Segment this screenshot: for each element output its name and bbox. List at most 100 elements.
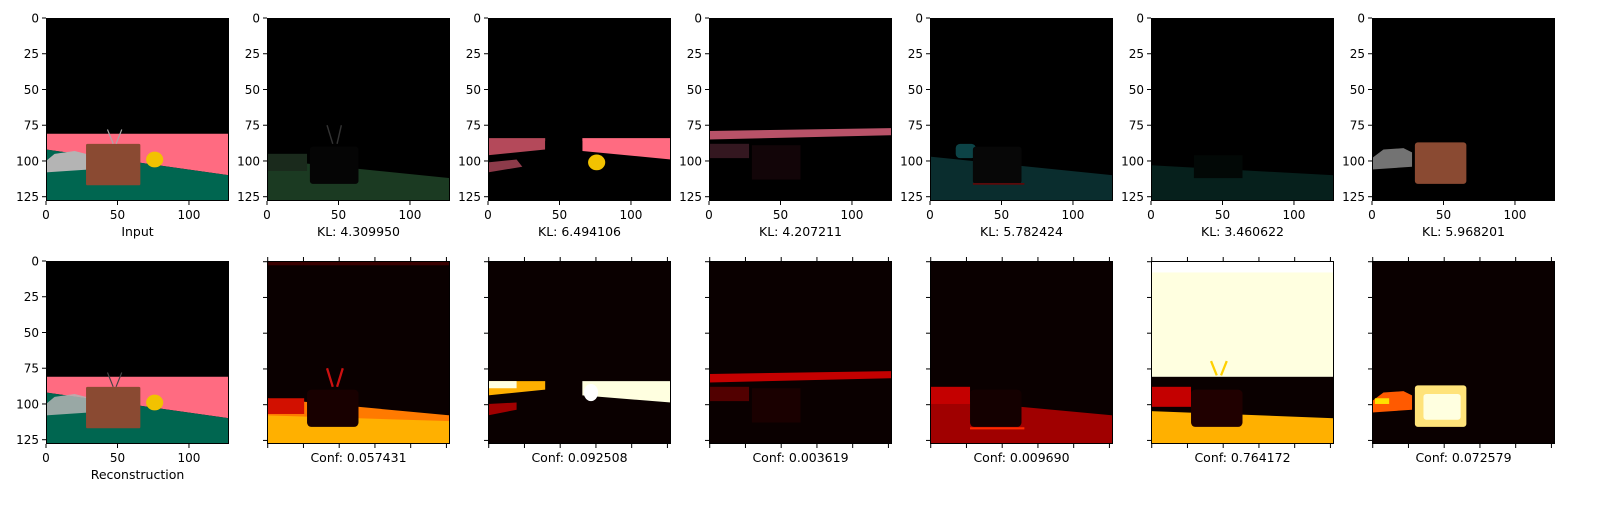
y-tick-label: 50 xyxy=(466,83,481,97)
panel-0-4: 0 50 100 0 25 50 75 100 125 KL: 5.782424 xyxy=(900,12,1113,239)
slot-car-object xyxy=(1372,148,1413,170)
heat-car-band xyxy=(930,386,971,404)
panel-image xyxy=(930,261,1113,444)
slot-box-occluder xyxy=(545,140,583,176)
panel-image xyxy=(46,18,229,201)
y-tick-label: 0 xyxy=(694,12,702,26)
y-tick-label: 0 xyxy=(31,12,39,26)
x-tick-label: 50 xyxy=(1215,208,1230,222)
heat-antenna-right xyxy=(1219,360,1228,376)
panel-caption: Reconstruction xyxy=(91,467,185,482)
panel-caption: Conf: 0.092508 xyxy=(531,450,627,465)
slot-car-ghost xyxy=(709,143,750,159)
panel-image xyxy=(709,261,892,444)
y-tick-label: 25 xyxy=(245,47,260,61)
y-tick-label: 125 xyxy=(458,190,481,204)
box-object xyxy=(86,143,141,186)
panel-image-content xyxy=(709,18,892,201)
panel-0-6: 0 50 100 0 25 50 75 100 125 KL: 5.968201 xyxy=(1342,12,1555,239)
panel-image xyxy=(488,18,671,201)
x-tick-label: 50 xyxy=(1436,208,1451,222)
heat-box-ghost xyxy=(751,388,801,423)
y-tick-label: 0 xyxy=(252,12,260,26)
slot-box-shadow xyxy=(309,146,359,184)
panel-caption: KL: 5.968201 xyxy=(1422,224,1505,239)
panel-image-content xyxy=(267,261,450,444)
y-tick-label: 75 xyxy=(1129,119,1144,133)
x-tick-label: 50 xyxy=(110,451,125,465)
x-tick-label: 50 xyxy=(110,208,125,222)
heat-pink-left-core xyxy=(488,381,517,389)
x-tick-label: 50 xyxy=(994,208,1009,222)
slot-box-ghost xyxy=(751,145,801,180)
y-tick-label: 100 xyxy=(16,397,39,411)
panel-caption: Input xyxy=(121,224,153,239)
heat-box-hole xyxy=(307,389,359,427)
panel-image-content xyxy=(1372,18,1555,201)
y-tick-label: 125 xyxy=(16,433,39,447)
x-tick-label: 100 xyxy=(399,208,422,222)
panel-image-content xyxy=(46,18,229,201)
x-tick-label: 100 xyxy=(178,451,201,465)
panel-image xyxy=(1372,18,1555,201)
slot-box-object xyxy=(1414,142,1467,184)
x-tick-label: 0 xyxy=(42,451,50,465)
heat-car-ghost xyxy=(709,386,750,402)
x-tick-label: 0 xyxy=(1147,208,1155,222)
panel-0-3: 0 50 100 0 25 50 75 100 125 KL: 4.207211 xyxy=(679,12,892,239)
slot-car-shadow xyxy=(267,153,308,171)
panel-image xyxy=(267,18,450,201)
x-tick-label: 50 xyxy=(331,208,346,222)
y-tick-label: 50 xyxy=(24,326,39,340)
heat-sky-top xyxy=(1151,261,1334,273)
panel-1-0: 0 50 100 0 25 50 75 100 125 Reconstruction xyxy=(16,255,229,482)
x-tick-label: 50 xyxy=(552,208,567,222)
y-tick-label: 125 xyxy=(16,190,39,204)
panel-frame xyxy=(1151,18,1334,201)
panel-image xyxy=(46,261,229,444)
panel-caption: Conf: 0.003619 xyxy=(752,450,848,465)
y-tick-label: 75 xyxy=(24,119,39,133)
y-tick-label: 100 xyxy=(1121,154,1144,168)
panel-image-content xyxy=(488,261,671,444)
y-tick-label: 25 xyxy=(1129,47,1144,61)
antenna-right xyxy=(115,129,123,145)
y-tick-label: 25 xyxy=(24,290,39,304)
y-tick-label: 100 xyxy=(1342,154,1365,168)
heat-car-core xyxy=(1374,398,1390,404)
y-tick-label: 100 xyxy=(16,154,39,168)
y-tick-label: 25 xyxy=(1350,47,1365,61)
panel-image-content xyxy=(709,261,892,444)
slot-box-shadow xyxy=(972,146,1022,184)
y-tick-label: 50 xyxy=(687,83,702,97)
slot-antenna-right xyxy=(336,125,343,144)
panel-caption: Conf: 0.009690 xyxy=(973,450,1069,465)
panel-frame xyxy=(709,261,892,444)
heat-background xyxy=(488,261,671,444)
panel-1-5: Conf: 0.764172 xyxy=(1147,257,1334,465)
x-tick-label: 50 xyxy=(773,208,788,222)
antenna-left xyxy=(106,372,114,388)
x-tick-label: 100 xyxy=(1504,208,1527,222)
panel-image-content xyxy=(46,261,229,444)
panel-image-content xyxy=(930,18,1113,201)
yellow-object xyxy=(146,151,164,168)
heat-fragment xyxy=(488,402,517,416)
y-tick-label: 100 xyxy=(458,154,481,168)
y-tick-label: 75 xyxy=(466,119,481,133)
panel-1-3: Conf: 0.003619 xyxy=(705,257,892,465)
heat-top-edge xyxy=(267,261,450,266)
panel-image-content xyxy=(267,18,450,201)
heat-stripe xyxy=(709,371,892,383)
heat-antenna-left xyxy=(325,367,334,388)
panel-caption: Conf: 0.764172 xyxy=(1194,450,1290,465)
box-object xyxy=(86,386,141,429)
panel-caption: Conf: 0.072579 xyxy=(1415,450,1511,465)
panel-image xyxy=(709,18,892,201)
heat-pink-right xyxy=(582,381,671,403)
antenna-left xyxy=(106,129,114,145)
x-tick-label: 100 xyxy=(620,208,643,222)
x-tick-label: 100 xyxy=(178,208,201,222)
slot-stripe xyxy=(709,128,892,140)
y-tick-label: 75 xyxy=(1350,119,1365,133)
